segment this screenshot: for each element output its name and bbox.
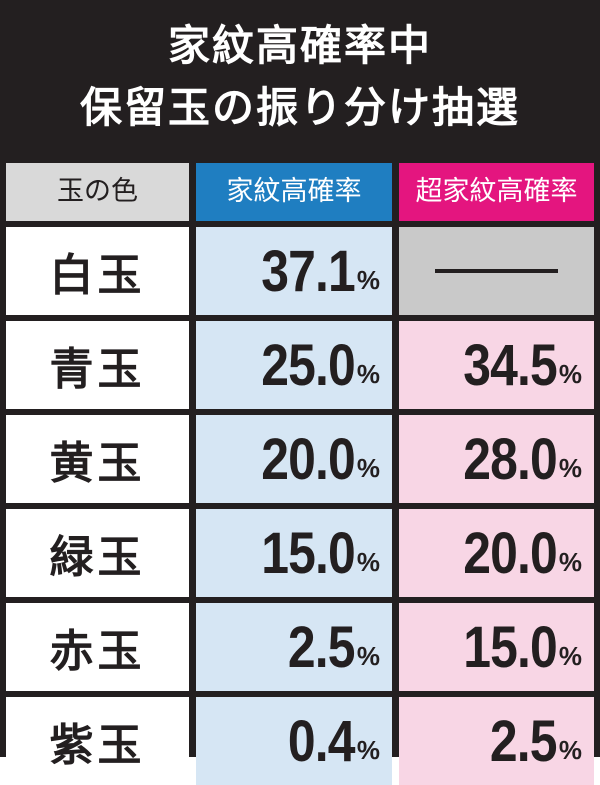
super-kamon-rate-cell: 28.0% <box>399 415 594 503</box>
header-super-kamon-high-label: 超家紋高確率 <box>415 176 578 207</box>
super-kamon-rate-value: 20.0% <box>448 509 582 597</box>
super-kamon-rate-value: 28.0% <box>448 415 582 503</box>
kamon-rate-number: 20.0 <box>261 426 356 492</box>
super-kamon-rate-number: 34.5 <box>463 332 558 398</box>
ball-color-cell: 紫玉 <box>6 697 189 785</box>
percent-sign: % <box>356 734 380 765</box>
percent-sign: % <box>558 734 582 765</box>
header-kamon-high-label: 家紋高確率 <box>226 176 362 207</box>
super-kamon-rate-number: 2.5 <box>490 708 558 774</box>
kamon-rate-cell: 2.5% <box>196 603 392 691</box>
ball-color-name: 黄玉 <box>49 438 146 489</box>
ball-color-cell: 赤玉 <box>6 603 189 691</box>
super-kamon-rate-number: 15.0 <box>463 614 558 680</box>
percent-sign: % <box>558 358 582 389</box>
percent-sign: % <box>558 546 582 577</box>
kamon-rate-cell: 20.0% <box>196 415 392 503</box>
percent-sign: % <box>356 546 380 577</box>
super-kamon-rate-value: 34.5% <box>448 321 582 409</box>
ball-color-cell: 白玉 <box>6 227 189 315</box>
ball-color-cell: 青玉 <box>6 321 189 409</box>
kamon-rate-cell: 25.0% <box>196 321 392 409</box>
percent-sign: % <box>356 640 380 671</box>
kamon-rate-number: 37.1 <box>261 238 356 304</box>
not-applicable-dash <box>435 269 558 273</box>
kamon-rate-cell: 37.1% <box>196 227 392 315</box>
super-kamon-rate-value: 2.5% <box>479 697 582 785</box>
super-kamon-rate-cell: 15.0% <box>399 603 594 691</box>
kamon-rate-cell: 15.0% <box>196 509 392 597</box>
super-kamon-rate-value: 15.0% <box>448 603 582 691</box>
header-kamon-high: 家紋高確率 <box>196 163 392 221</box>
percent-sign: % <box>356 264 380 295</box>
super-kamon-rate-cell: 20.0% <box>399 509 594 597</box>
percent-sign: % <box>558 640 582 671</box>
super-kamon-rate-cell: 34.5% <box>399 321 594 409</box>
super-kamon-rate-cell-empty <box>399 227 594 315</box>
header-ball-color: 玉の色 <box>6 163 189 221</box>
kamon-rate-value: 15.0% <box>246 509 380 597</box>
kamon-rate-value: 0.4% <box>277 697 380 785</box>
super-kamon-rate-number: 28.0 <box>463 426 558 492</box>
header-ball-color-label: 玉の色 <box>57 176 138 207</box>
ball-color-name: 緑玉 <box>49 532 146 583</box>
kamon-rate-number: 15.0 <box>261 520 356 586</box>
percent-sign: % <box>356 358 380 389</box>
title-line-1: 家紋高確率中 <box>167 21 432 70</box>
percent-sign: % <box>356 452 380 483</box>
probability-table: 玉の色 家紋高確率 超家紋高確率 白玉 37.1% 青玉 25.0% 34.5% 黄玉 20… <box>0 155 600 785</box>
ball-color-name: 青玉 <box>49 344 146 395</box>
kamon-rate-value: 2.5% <box>277 603 380 691</box>
percent-sign: % <box>558 452 582 483</box>
header-super-kamon-high: 超家紋高確率 <box>399 163 594 221</box>
ball-color-name: 赤玉 <box>49 626 146 677</box>
ball-color-name: 白玉 <box>49 250 146 301</box>
kamon-rate-value: 20.0% <box>246 415 380 503</box>
ball-color-name: 紫玉 <box>49 720 146 771</box>
kamon-rate-value: 37.1% <box>246 227 380 315</box>
ball-color-cell: 緑玉 <box>6 509 189 597</box>
kamon-rate-number: 2.5 <box>288 614 356 680</box>
super-kamon-rate-cell: 2.5% <box>399 697 594 785</box>
title-block: 家紋高確率中 保留玉の振り分け抽選 <box>0 0 600 150</box>
super-kamon-rate-number: 20.0 <box>463 520 558 586</box>
kamon-rate-number: 25.0 <box>261 332 356 398</box>
title-line-2: 保留玉の振り分け抽選 <box>79 83 520 132</box>
kamon-rate-cell: 0.4% <box>196 697 392 785</box>
ball-color-cell: 黄玉 <box>6 415 189 503</box>
kamon-rate-value: 25.0% <box>246 321 380 409</box>
kamon-rate-number: 0.4 <box>288 708 356 774</box>
